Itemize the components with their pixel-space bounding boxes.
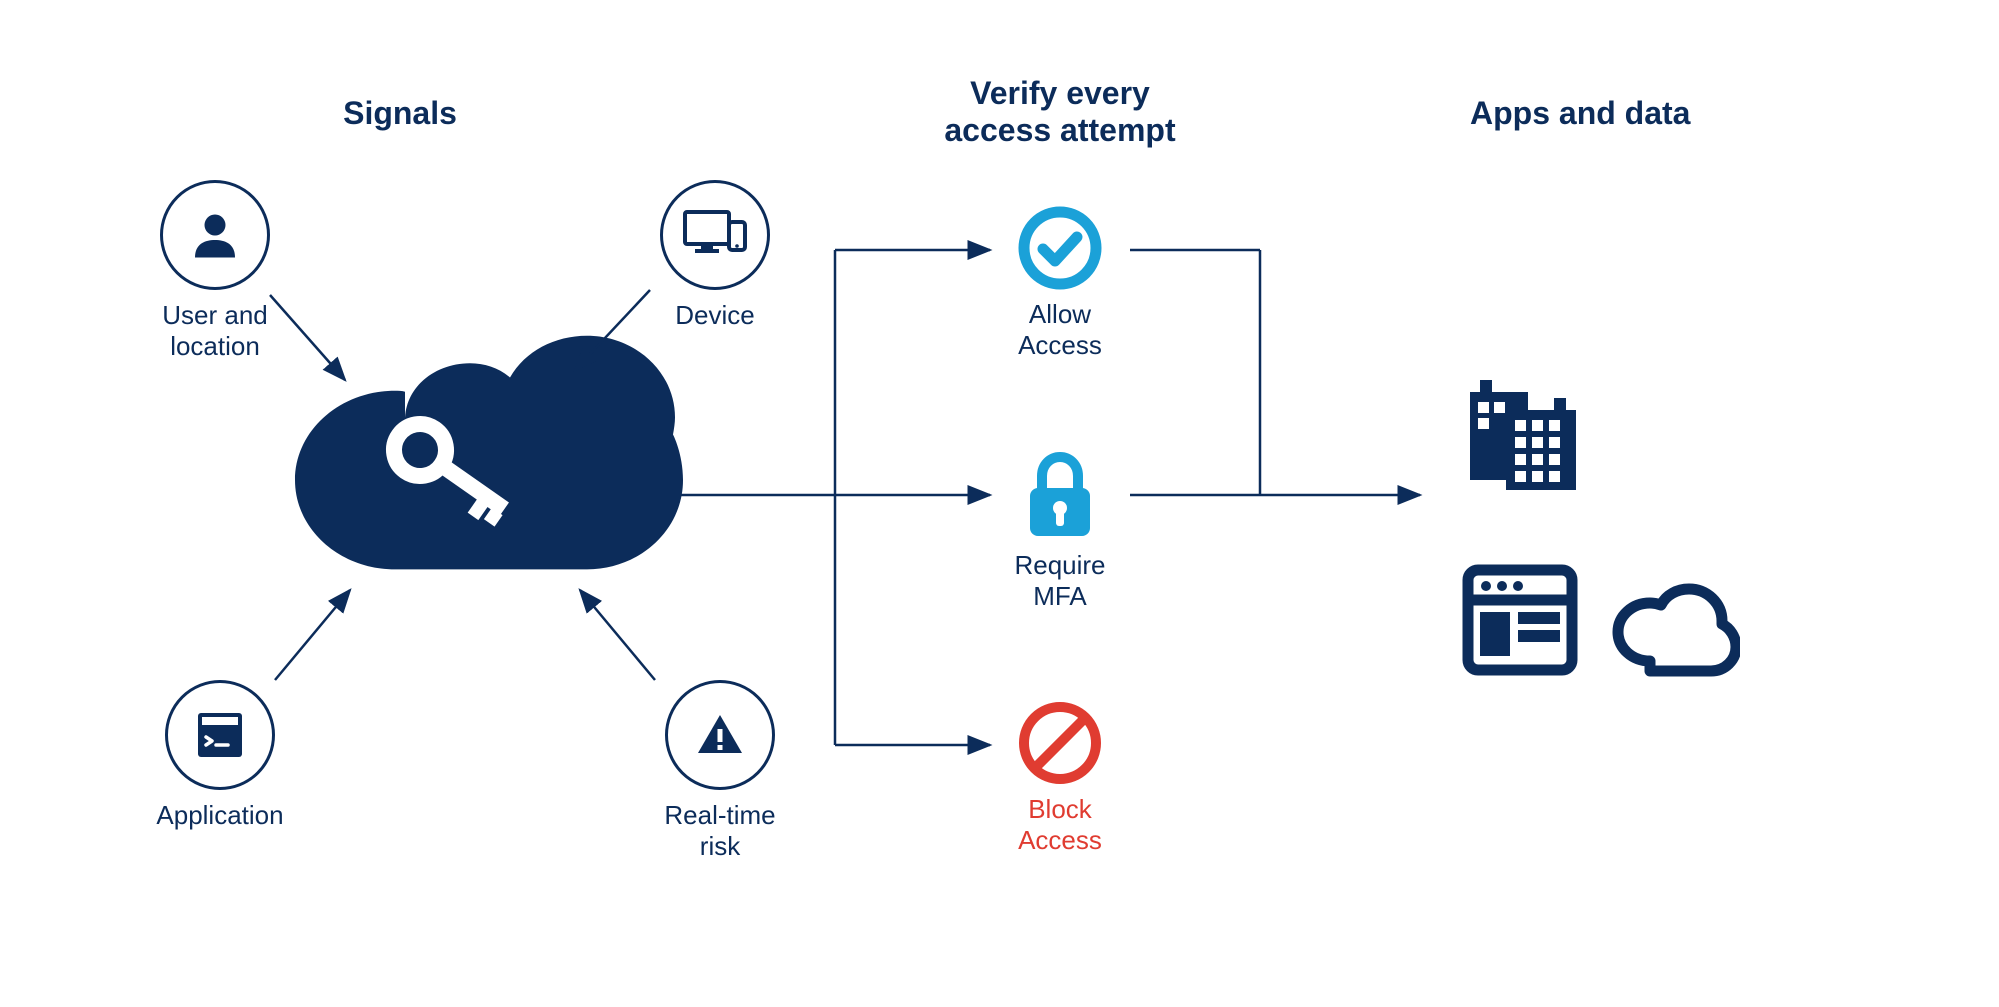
signals-title: Signals: [343, 95, 457, 132]
signal-application: Application: [140, 680, 300, 831]
signal-user: User and location: [140, 180, 290, 362]
application-label: Application: [140, 800, 300, 831]
verify-title-line2: access attempt: [944, 112, 1175, 148]
signal-device: Device: [640, 180, 790, 331]
application-icon: [165, 680, 275, 790]
block-label: Block Access: [985, 794, 1135, 856]
user-label: User and location: [140, 300, 290, 362]
verify-block: Block Access: [985, 700, 1135, 856]
apps-cloud-icon: [1610, 580, 1740, 680]
risk-icon: [665, 680, 775, 790]
mfa-label: Require MFA: [985, 550, 1135, 612]
verify-mfa: Require MFA: [985, 450, 1135, 612]
user-icon: [160, 180, 270, 290]
apps-browser-icon: [1460, 560, 1580, 680]
verify-title: Verify every access attempt: [910, 75, 1210, 149]
allow-label: Allow Access: [985, 299, 1135, 361]
verify-title-line1: Verify every: [970, 75, 1150, 111]
checkmark-icon: [1017, 205, 1103, 291]
device-icon: [660, 180, 770, 290]
apps-buildings-icon: [1460, 370, 1590, 500]
lock-icon: [1020, 450, 1100, 542]
verify-allow: Allow Access: [985, 205, 1135, 361]
cloud-key: [290, 320, 690, 610]
apps-title: Apps and data: [1470, 95, 1690, 132]
signal-risk: Real-time risk: [640, 680, 800, 862]
conditional-access-diagram: Signals Verify every access attempt Apps…: [0, 0, 1999, 1007]
block-icon: [1017, 700, 1103, 786]
risk-label: Real-time risk: [640, 800, 800, 862]
